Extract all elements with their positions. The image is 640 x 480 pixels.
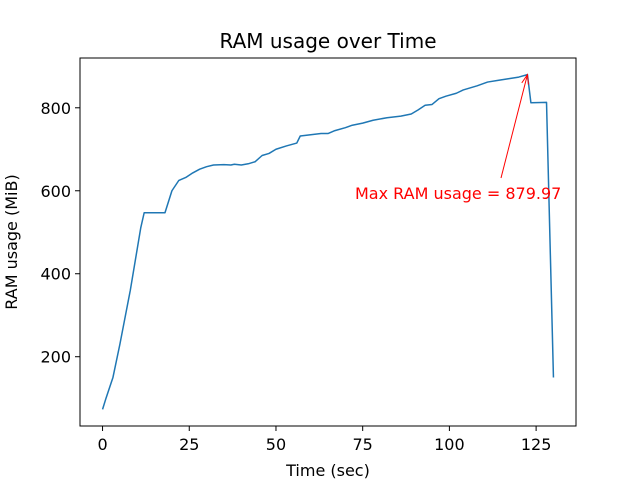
x-axis-label: Time (sec) bbox=[285, 461, 370, 480]
x-tick-label: 0 bbox=[97, 435, 107, 454]
data-line bbox=[101, 73, 555, 410]
x-tick-label: 125 bbox=[521, 435, 552, 454]
y-tick-label: 400 bbox=[40, 265, 71, 284]
annotation-arrow bbox=[500, 74, 528, 179]
y-axis-label: RAM usage (MiB) bbox=[2, 174, 21, 309]
annotation: Max RAM usage = 879.97 bbox=[355, 184, 561, 203]
y-tick-label: 200 bbox=[40, 348, 71, 367]
x-tick-label: 100 bbox=[434, 435, 465, 454]
x-tick-label: 25 bbox=[179, 435, 199, 454]
y-tick-label: 800 bbox=[40, 99, 71, 118]
x-tick-label: 75 bbox=[353, 435, 373, 454]
annotation-arrowhead bbox=[521, 73, 529, 85]
x-tick-label: 50 bbox=[266, 435, 286, 454]
y-tick-label: 600 bbox=[40, 182, 71, 201]
chart-title: RAM usage over Time bbox=[220, 29, 437, 53]
plot-frame bbox=[79, 57, 577, 427]
